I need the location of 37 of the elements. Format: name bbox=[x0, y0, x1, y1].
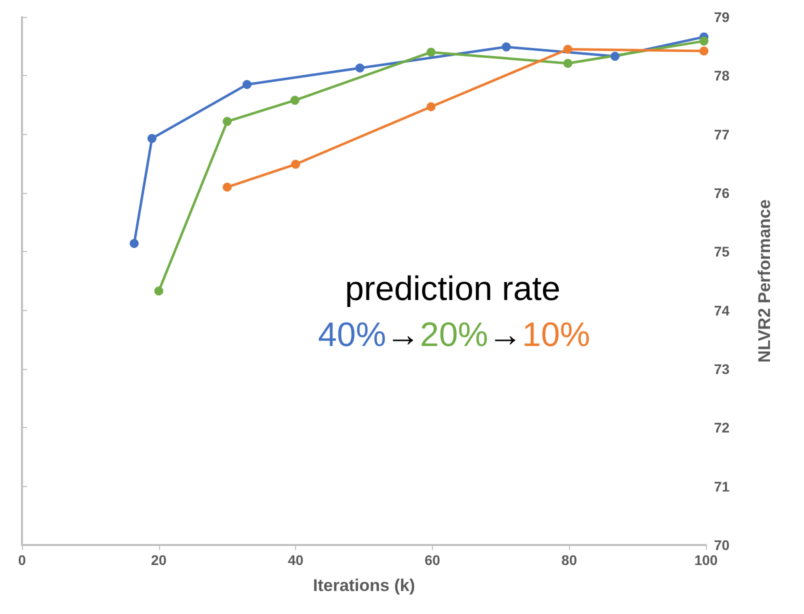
point bbox=[699, 36, 708, 46]
y-axis-title: NLVR2 Performance bbox=[755, 199, 774, 363]
point bbox=[355, 64, 364, 73]
x-tick-label: 40 bbox=[288, 552, 304, 568]
y-tick-label: 74 bbox=[714, 302, 730, 318]
point bbox=[426, 48, 436, 57]
y-tick-label: 79 bbox=[714, 9, 730, 25]
point bbox=[147, 134, 156, 143]
point bbox=[242, 80, 252, 89]
y-tick-label: 78 bbox=[714, 68, 730, 84]
x-tick-label: 60 bbox=[424, 552, 440, 568]
x-tick-label: 0 bbox=[18, 552, 26, 568]
y-tick-label: 71 bbox=[714, 478, 730, 494]
point bbox=[563, 44, 572, 54]
x-axis-title: Iterations (k) bbox=[312, 576, 416, 595]
y-tick-label: 75 bbox=[714, 244, 730, 260]
x-tick-label: 80 bbox=[561, 552, 578, 568]
point bbox=[610, 52, 620, 61]
point bbox=[291, 160, 300, 169]
x-tick-label: 20 bbox=[151, 552, 167, 568]
point bbox=[290, 96, 300, 105]
point bbox=[222, 182, 232, 192]
y-tick-label: 77 bbox=[714, 126, 730, 142]
point bbox=[563, 58, 572, 68]
point bbox=[426, 102, 436, 112]
annotation: prediction rate bbox=[345, 270, 560, 308]
point bbox=[699, 46, 708, 56]
y-tick-label: 72 bbox=[714, 420, 730, 436]
y-tick-label: 73 bbox=[714, 361, 730, 377]
y-tick-label: 70 bbox=[714, 537, 730, 553]
point bbox=[502, 42, 511, 52]
y-tick-label: 76 bbox=[714, 185, 730, 201]
point bbox=[130, 238, 139, 248]
point bbox=[222, 116, 232, 126]
annotation: 40%→20%→10% bbox=[318, 316, 590, 354]
x-tick-label: 100 bbox=[694, 552, 718, 568]
point bbox=[154, 286, 164, 296]
